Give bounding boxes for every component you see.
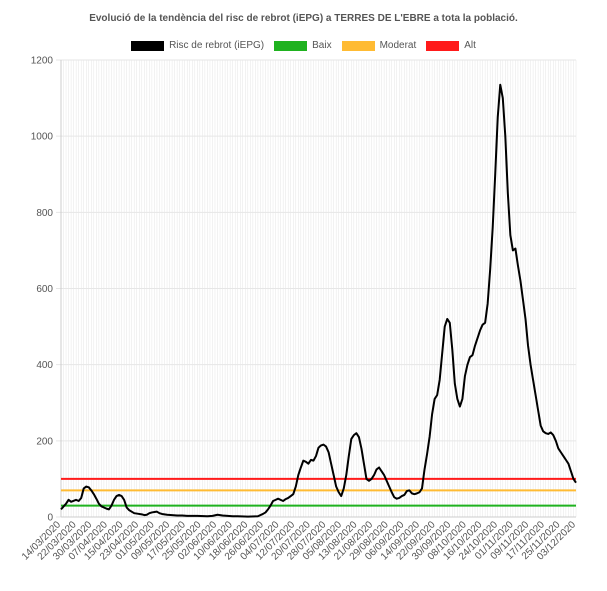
y-tick-label: 600: [36, 284, 53, 295]
y-tick-label: 200: [36, 436, 53, 447]
legend-item-alt[interactable]: Alt: [426, 40, 476, 51]
legend-item-baix[interactable]: Baix: [274, 40, 332, 51]
legend-label-risc: Risc de rebrot (iEPG): [169, 40, 265, 51]
legend-swatch-baix: [274, 40, 308, 51]
y-tick-label: 1000: [31, 132, 54, 143]
series-line-risc: [60, 83, 577, 518]
legend-swatch-risc: [131, 40, 165, 51]
legend-label-baix: Baix: [312, 40, 332, 51]
legend-label-moderat: Moderat: [379, 40, 417, 51]
y-tick-label: 800: [36, 208, 53, 219]
legend-label-alt: Alt: [464, 40, 476, 51]
legend-item-moderat[interactable]: Moderat: [341, 40, 417, 51]
grid: [56, 59, 577, 518]
y-tick-label: 0: [47, 513, 53, 524]
y-tick-label: 400: [36, 360, 53, 371]
y-tick-label: 1200: [31, 56, 54, 67]
legend-swatch-moderat: [341, 40, 375, 51]
chart-title: Evolució de la tendència del risc de reb…: [89, 13, 518, 24]
legend-swatch-alt: [426, 40, 460, 51]
legend-item-risc[interactable]: Risc de rebrot (iEPG): [131, 40, 264, 51]
legend: Risc de rebrot (iEPG) Baix Moderat Alt: [0, 40, 607, 51]
